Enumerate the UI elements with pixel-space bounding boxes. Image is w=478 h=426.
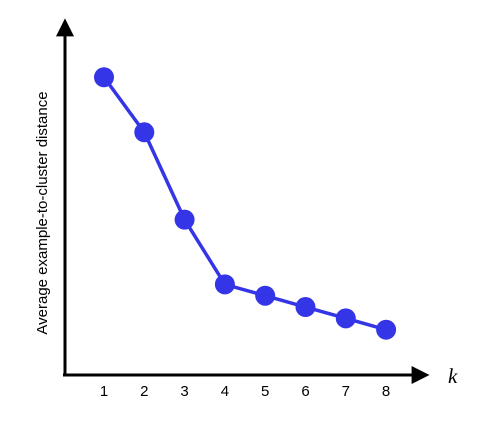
data-point <box>295 297 316 318</box>
data-point <box>174 209 195 230</box>
data-point <box>94 67 114 88</box>
series-line <box>102 76 387 332</box>
x-tick-label: 3 <box>180 383 188 400</box>
x-tick-label: 4 <box>221 383 229 400</box>
x-tick-labels: 1 2 3 4 5 6 7 8 <box>100 383 390 400</box>
data-point <box>376 319 397 340</box>
x-tick-label: 7 <box>342 383 350 400</box>
data-point <box>134 122 155 143</box>
x-tick-label: 6 <box>301 383 309 400</box>
data-point <box>335 308 356 329</box>
x-tick-label: 8 <box>382 383 390 400</box>
axes <box>56 18 430 384</box>
x-axis-title: k <box>448 364 458 388</box>
x-tick-label: 1 <box>100 383 108 400</box>
data-point <box>214 274 235 295</box>
data-point <box>255 285 276 306</box>
y-axis-title: Average example-to-cluster distance <box>34 91 51 334</box>
x-tick-label: 2 <box>140 383 148 400</box>
x-tick-label: 5 <box>261 383 269 400</box>
series-layer <box>94 67 397 340</box>
